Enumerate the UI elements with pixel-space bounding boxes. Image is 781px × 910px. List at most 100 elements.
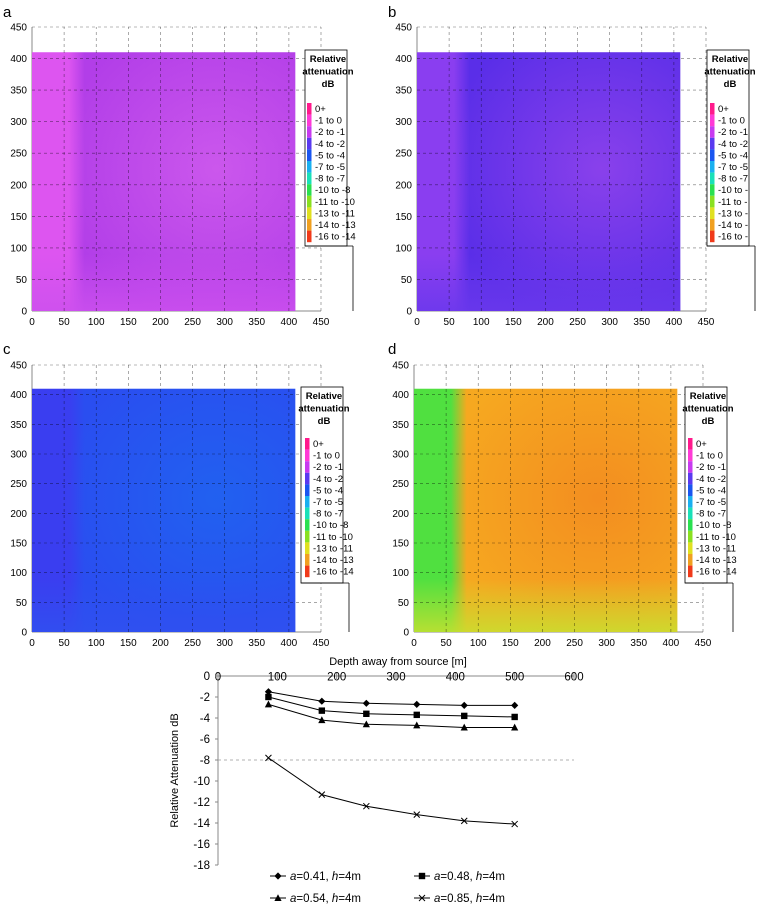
- legend-swatch: [688, 554, 693, 566]
- y-tick-label: 200: [392, 509, 409, 520]
- y-tick-label: 450: [10, 361, 27, 372]
- legend-swatch: [710, 161, 715, 173]
- data-point: [363, 710, 370, 717]
- y-tick-label: -2: [200, 692, 210, 704]
- line-legend-entry: a=0.85, h=4m: [414, 893, 505, 905]
- x-tick-label: 50: [59, 638, 71, 649]
- x-tick-label: 100: [88, 317, 105, 328]
- legend-swatch: [305, 554, 310, 566]
- legend-item: -8 to -7: [696, 509, 726, 520]
- y-tick-label: -14: [193, 818, 210, 830]
- data-point: [460, 701, 468, 709]
- x-tick-label: 50: [444, 317, 456, 328]
- x-tick-label: 300: [216, 638, 233, 649]
- x-tick-label: 100: [268, 672, 287, 684]
- legend-swatch: [305, 484, 310, 496]
- x-tick-label: 500: [505, 672, 524, 684]
- data-point: [460, 817, 468, 825]
- legend-marker: [418, 894, 426, 902]
- y-tick-label: -4: [200, 713, 211, 725]
- panel-letter: c: [3, 341, 11, 358]
- legend-item: -11 to -10: [313, 532, 353, 543]
- legend-item: -1 to 0: [313, 451, 340, 462]
- data-point: [511, 820, 519, 828]
- legend-swatch: [307, 207, 312, 219]
- data-point: [265, 693, 272, 701]
- legend-swatch: [307, 126, 312, 138]
- legend-swatch: [688, 449, 693, 462]
- legend-item: -13 to -11: [313, 543, 353, 554]
- legend-swatch: [688, 438, 693, 450]
- y-tick-label: 350: [395, 86, 412, 97]
- legend-swatch: [307, 161, 312, 173]
- legend-item: -4 to -2: [696, 474, 726, 485]
- legend-swatch: [710, 219, 715, 231]
- data-point: [318, 707, 326, 714]
- x-tick-label: 600: [564, 672, 583, 684]
- y-tick-label: 250: [10, 479, 27, 490]
- x-tick-label: 0: [29, 638, 35, 649]
- x-tick-label: 450: [313, 317, 330, 328]
- legend-marker: [274, 872, 282, 880]
- y-tick-label: 0: [403, 628, 409, 639]
- data-point: [511, 723, 519, 731]
- legend-title: attenuation: [302, 67, 353, 78]
- legend-swatch: [688, 461, 693, 473]
- legend-title: attenuation: [682, 404, 733, 415]
- x-tick-label: 100: [88, 638, 105, 649]
- x-tick-label: 0: [215, 672, 221, 684]
- legend-title: dB: [322, 79, 335, 90]
- legend-item: -7 to -5: [313, 497, 343, 508]
- y-tick-label: 150: [392, 539, 409, 550]
- legend-item: -8 to -7: [315, 174, 345, 185]
- data-point: [318, 697, 326, 705]
- legend-swatch: [307, 172, 312, 185]
- y-tick-label: 250: [10, 149, 27, 160]
- y-tick-label: 400: [10, 54, 27, 65]
- x-tick-label: 450: [698, 317, 715, 328]
- series-1: [264, 688, 519, 709]
- y-tick-label: 50: [401, 275, 413, 286]
- y-tick-label: 50: [398, 598, 410, 609]
- legend-title: dB: [318, 416, 331, 427]
- y-tick-label: 150: [10, 212, 27, 223]
- legend-swatch: [305, 530, 310, 543]
- x-tick-label: 250: [566, 638, 583, 649]
- legend-swatch: [688, 565, 693, 578]
- y-tick-label: 50: [16, 275, 28, 286]
- x-tick-label: 400: [281, 638, 298, 649]
- legend-item: -11 to -10: [696, 532, 736, 543]
- data-point: [362, 802, 370, 810]
- legend-item: -14 to -: [718, 220, 748, 231]
- x-tick-label: 150: [120, 638, 137, 649]
- legend-item: -1 to 0: [315, 116, 342, 127]
- x-tick-label: 300: [601, 317, 618, 328]
- legend-swatch: [307, 103, 312, 115]
- y-tick-label: 400: [392, 390, 409, 401]
- legend-item: 0+: [718, 104, 729, 115]
- x-tick-label: 200: [152, 317, 169, 328]
- legend-label: a=0.41, h=4m: [290, 871, 361, 883]
- data-point: [413, 711, 420, 719]
- x-tick-label: 0: [414, 317, 420, 328]
- legend-swatch: [710, 149, 715, 161]
- legend-swatch: [688, 496, 693, 508]
- legend-swatch: [307, 149, 312, 161]
- legend-swatch: [305, 449, 310, 462]
- x-tick-label: 350: [630, 638, 647, 649]
- series-2: [265, 693, 518, 721]
- legend-swatch: [688, 542, 693, 554]
- series-4: [265, 754, 519, 828]
- x-tick-label: 400: [281, 317, 298, 328]
- data-point: [264, 700, 273, 708]
- series-line: [268, 757, 515, 825]
- x-tick-label: 0: [29, 317, 35, 328]
- legend-swatch: [305, 496, 310, 508]
- legend-swatch: [710, 184, 715, 196]
- legend-item: -16 to -14: [696, 567, 737, 578]
- legend-swatch: [710, 207, 715, 219]
- y-tick-label: 350: [10, 86, 27, 97]
- data-point: [265, 754, 272, 762]
- y-tick-label: 0: [21, 307, 27, 318]
- y-tick-label: 250: [395, 149, 412, 160]
